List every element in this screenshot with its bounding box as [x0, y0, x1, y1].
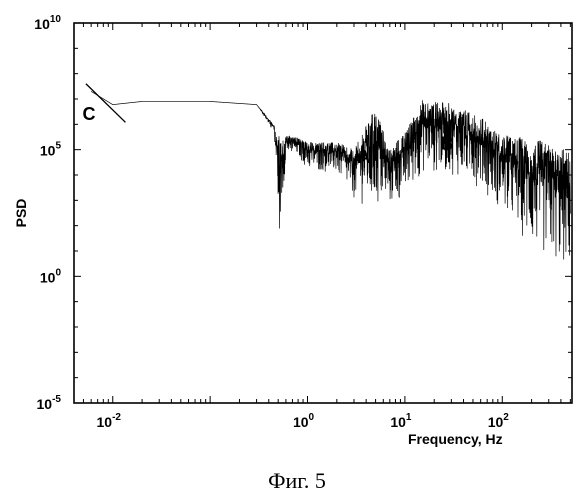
annotation-b: B: [440, 134, 453, 154]
figure-caption: Фиг. 5: [268, 468, 326, 493]
annotation-a: A: [357, 147, 370, 167]
y-axis-label: PSD: [13, 199, 29, 228]
x-axis-label: Frequency, Hz: [408, 431, 503, 447]
annotation-c: C: [82, 104, 95, 124]
